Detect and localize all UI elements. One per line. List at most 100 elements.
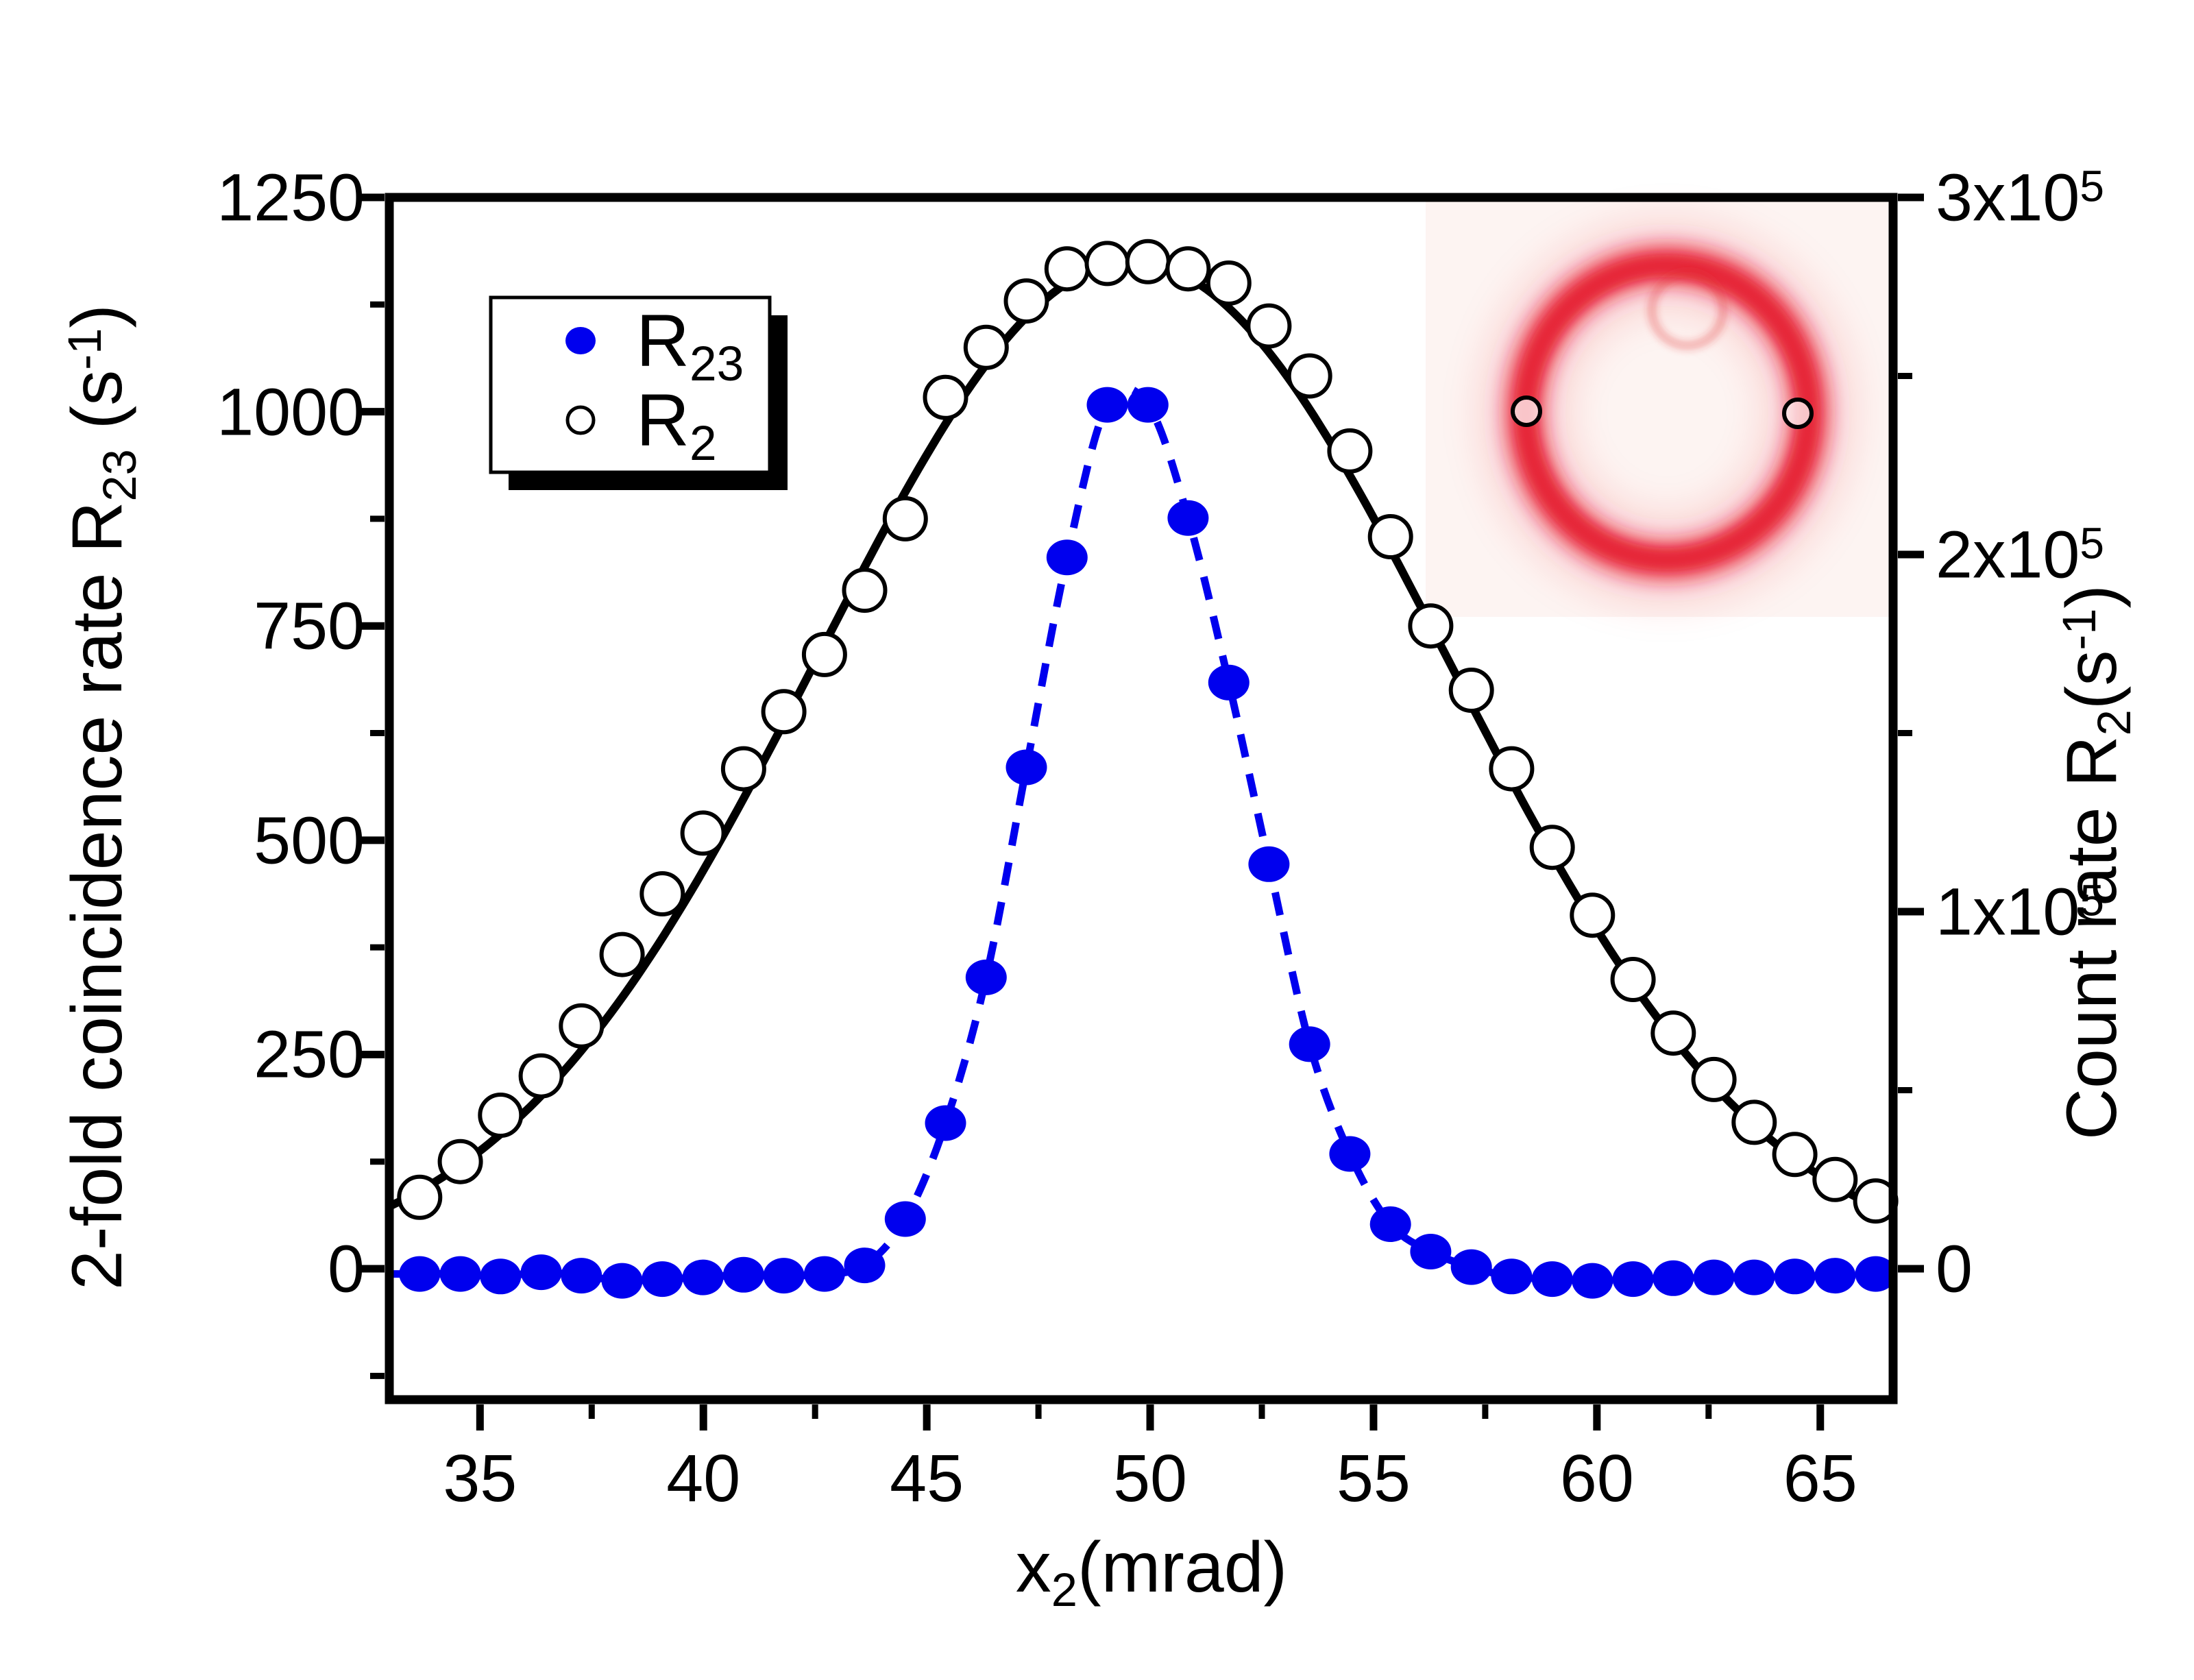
x-tick-label-40: 40 — [666, 1441, 741, 1515]
r23-point — [884, 1201, 926, 1237]
r2-point — [1731, 1099, 1777, 1145]
r23-point — [601, 1263, 643, 1299]
r23-point — [722, 1256, 764, 1293]
r23-point — [1572, 1263, 1613, 1299]
r2-point — [1044, 246, 1090, 292]
y-right-tick-label-100000: 1x105 — [1936, 874, 2104, 949]
r23-point — [520, 1254, 562, 1291]
y-left-tick-label-0: 0 — [328, 1231, 365, 1306]
r2-point — [680, 810, 726, 856]
r23-point — [682, 1259, 724, 1295]
r23-point — [1693, 1259, 1735, 1295]
r23-point — [844, 1247, 886, 1284]
open-circle-icon — [565, 405, 596, 435]
r23-point — [965, 959, 1007, 995]
r2-point — [1691, 1056, 1737, 1102]
r2-point — [1448, 668, 1494, 713]
x-tick-label-45: 45 — [890, 1441, 964, 1515]
r2-point — [720, 746, 766, 792]
r2-point — [842, 568, 888, 613]
r23-point — [925, 1105, 966, 1141]
y-left-tick-label-1250: 1250 — [217, 160, 365, 235]
r23-point — [803, 1256, 845, 1292]
r23-point — [1733, 1259, 1775, 1295]
x-tick-label-50: 50 — [1113, 1441, 1187, 1515]
r2-point — [559, 1003, 605, 1049]
inset-ring-image — [1426, 197, 1891, 617]
r2-point — [1327, 428, 1373, 474]
r23-point — [1531, 1261, 1573, 1298]
r23-point — [399, 1256, 441, 1292]
r2-point — [1206, 260, 1252, 306]
plot-frame — [385, 193, 1898, 1404]
y-left-axis-title: 2-fold coincidence rate R23 (s-1) — [58, 304, 146, 1290]
y-right-tick-label-0: 0 — [1936, 1231, 1973, 1306]
r23-point — [1369, 1206, 1411, 1242]
r23-point — [1289, 1026, 1330, 1062]
legend-box — [489, 295, 772, 474]
r2-point — [397, 1174, 443, 1220]
r2-point — [923, 374, 968, 420]
x-axis-title: x2(mrad) — [1015, 1528, 1288, 1616]
r23-point — [480, 1258, 522, 1295]
r2-point — [1084, 241, 1130, 287]
r2-point — [1367, 514, 1413, 559]
y-right-tick-label-300000: 3x105 — [1936, 160, 2104, 235]
r23-point — [561, 1258, 602, 1294]
y-right-axis-title: Count rate R2(s-1) — [2052, 584, 2141, 1141]
r23-point — [1086, 387, 1128, 423]
r2-point — [1812, 1156, 1858, 1202]
y-left-tick-label-250: 250 — [254, 1016, 365, 1092]
r23-point — [1248, 846, 1290, 882]
r2-point — [1772, 1132, 1818, 1178]
inset-detector-marker-1 — [1511, 395, 1542, 427]
r2-point — [1570, 892, 1616, 938]
r2-point — [1125, 239, 1171, 284]
r2-point — [1489, 746, 1535, 792]
r2-series-points — [397, 239, 1899, 1224]
legend — [489, 295, 788, 490]
r2-point — [437, 1139, 483, 1184]
r23-point — [1814, 1258, 1856, 1294]
r2-point — [639, 871, 685, 916]
r2-point — [1246, 303, 1292, 349]
r2-point — [599, 932, 645, 977]
x-tick-label-65: 65 — [1783, 1441, 1857, 1515]
inset-detector-marker-2 — [1782, 398, 1814, 429]
r23-point — [1410, 1234, 1452, 1269]
y-right-tick-label-200000: 2x105 — [1936, 517, 2104, 592]
r23-point — [1653, 1260, 1694, 1296]
r23-point — [1127, 387, 1169, 423]
r2-point — [1610, 957, 1656, 1002]
x-tick-label-55: 55 — [1336, 1441, 1411, 1515]
filled-circle-icon — [565, 327, 596, 354]
r2-point — [801, 631, 847, 677]
x-tick-label-60: 60 — [1559, 1441, 1634, 1515]
r2-point — [1003, 278, 1049, 324]
y-left-tick-label-500: 500 — [254, 803, 365, 878]
r2-point — [518, 1053, 564, 1099]
r23-series-points — [399, 387, 1897, 1299]
r2-point — [1408, 603, 1454, 649]
y-left-tick-label-750: 750 — [254, 588, 365, 664]
r2-point — [882, 496, 928, 541]
y-left-tick-label-1000: 1000 — [217, 374, 365, 450]
x-tick-label-35: 35 — [443, 1441, 517, 1515]
r23-point — [439, 1256, 481, 1292]
legend-label-r2: R2 — [636, 378, 717, 472]
legend-label-r23: R23 — [636, 299, 744, 392]
r2-point — [478, 1093, 524, 1138]
r23-point — [642, 1261, 683, 1298]
r2-point — [1650, 1010, 1696, 1056]
r23-point — [763, 1258, 805, 1294]
r23-point — [1005, 749, 1047, 786]
r2-point — [761, 689, 807, 735]
r23-point — [1774, 1258, 1816, 1295]
r2-point — [963, 324, 1009, 370]
r2-point — [1287, 353, 1332, 399]
r23-point — [1046, 539, 1088, 576]
r2-point — [1529, 825, 1575, 871]
r23-point — [1329, 1136, 1371, 1172]
